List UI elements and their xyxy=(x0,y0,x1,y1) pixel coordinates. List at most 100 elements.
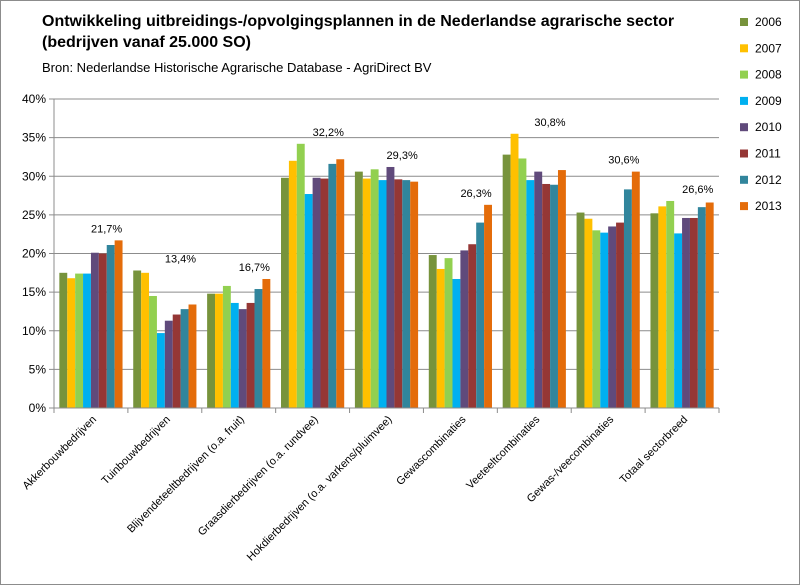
bar-2007 xyxy=(362,178,371,408)
bar-2008 xyxy=(75,273,84,408)
bar-2009 xyxy=(600,232,609,408)
bar-2010 xyxy=(386,166,395,408)
bar-2010 xyxy=(682,217,690,408)
legend-swatch-2006 xyxy=(740,18,748,26)
data-label: 29,3% xyxy=(387,150,418,162)
bar-2008 xyxy=(666,200,675,408)
bar-2006 xyxy=(650,213,659,408)
bar-2006 xyxy=(207,293,216,408)
data-label: 26,3% xyxy=(460,188,491,200)
legend-label-2011: 2011 xyxy=(755,147,781,161)
bar-2012 xyxy=(254,289,263,408)
bar-2013 xyxy=(188,304,197,408)
legend-swatch-2009 xyxy=(740,96,748,105)
bar-2009 xyxy=(674,233,683,408)
data-label: 21,7% xyxy=(91,223,122,235)
bar-2011 xyxy=(542,183,551,408)
bar-2011 xyxy=(468,244,477,408)
bar-2012 xyxy=(476,222,485,408)
legend-label-2008: 2008 xyxy=(755,68,782,82)
bar-2010 xyxy=(164,320,173,408)
bar-2010 xyxy=(90,252,99,408)
bar-2012 xyxy=(106,245,115,408)
legend-swatch-2012 xyxy=(740,175,748,184)
bar-2013 xyxy=(114,240,123,408)
x-category-label: Hokdierbedrijven (o.a. varkens/pluimvee) xyxy=(245,414,395,564)
bar-2010 xyxy=(460,250,469,408)
bar-2008 xyxy=(149,295,157,408)
y-tick-label: 15% xyxy=(22,285,46,299)
bar-2010 xyxy=(312,177,321,408)
bar-2006 xyxy=(576,212,585,408)
bar-2008 xyxy=(518,158,527,408)
bar-2010 xyxy=(238,309,247,408)
bar-2009 xyxy=(156,333,165,408)
legend-label-2007: 2007 xyxy=(755,41,782,55)
data-label: 16,7% xyxy=(239,262,270,274)
bar-2006 xyxy=(133,270,142,408)
legend-label-2006: 2006 xyxy=(755,15,782,29)
data-label: 30,6% xyxy=(608,155,639,167)
bar-2009 xyxy=(378,180,387,408)
bar-2008 xyxy=(296,143,305,409)
bar-2008 xyxy=(592,230,601,408)
bar-2007 xyxy=(141,272,150,408)
bar-2007 xyxy=(658,206,667,408)
bar-2009 xyxy=(526,180,535,408)
x-category-label: Akkerbouwbedrijven xyxy=(21,414,100,493)
legend-swatch-2010 xyxy=(740,123,748,132)
bar-2006 xyxy=(59,272,68,408)
legend-swatch-2013 xyxy=(740,202,748,211)
data-label: 30,8% xyxy=(534,117,565,129)
legend-label-2009: 2009 xyxy=(755,94,782,108)
bar-2012 xyxy=(697,207,706,408)
bar-2009 xyxy=(452,278,461,408)
bar-2008 xyxy=(222,285,231,408)
bar-2006 xyxy=(428,255,437,408)
y-tick-label: 5% xyxy=(29,362,47,376)
y-tick-label: 35% xyxy=(22,131,46,145)
chart-subtitle: Bron: Nederlandse Historische Agrarische… xyxy=(42,60,432,75)
bar-2013 xyxy=(262,278,271,408)
bar-2013 xyxy=(631,171,640,408)
x-category-label: Veeteeltcombinaties xyxy=(464,413,542,491)
bar-2011 xyxy=(246,302,255,408)
data-label: 26,6% xyxy=(682,184,713,196)
legend-swatch-2008 xyxy=(740,70,748,79)
bar-2010 xyxy=(534,171,543,408)
y-tick-label: 0% xyxy=(29,401,47,415)
bar-2012 xyxy=(623,189,632,408)
bar-2011 xyxy=(616,222,624,408)
data-label: 32,2% xyxy=(313,127,344,139)
legend-label-2013: 2013 xyxy=(755,199,782,213)
legend-swatch-2007 xyxy=(740,44,748,53)
x-category-label: Graasdierbedrijven (o.a. rundvee) xyxy=(196,414,321,539)
bar-2013 xyxy=(557,170,566,408)
bar-2010 xyxy=(608,226,617,408)
bar-2009 xyxy=(304,194,313,408)
bar-2007 xyxy=(510,133,519,408)
bar-2011 xyxy=(172,314,181,408)
bar-2006 xyxy=(354,171,363,408)
data-label: 13,4% xyxy=(165,254,196,266)
bar-2011 xyxy=(394,179,403,408)
bar-2013 xyxy=(336,159,345,408)
legend-label-2010: 2010 xyxy=(755,120,782,134)
bar-2012 xyxy=(550,184,558,408)
bar-2007 xyxy=(436,268,445,408)
bar-2011 xyxy=(320,178,329,408)
bar-2013 xyxy=(705,202,714,408)
bar-2008 xyxy=(444,258,453,408)
legend-swatch-2011 xyxy=(740,149,748,158)
bar-2007 xyxy=(67,278,76,408)
bar-2012 xyxy=(328,163,337,408)
bar-2007 xyxy=(215,293,223,408)
bar-2006 xyxy=(281,177,289,408)
y-tick-label: 20% xyxy=(22,247,46,261)
x-category-label: Blijvendeteeltbedrijven (o.a. fruit) xyxy=(125,414,247,536)
bar-2013 xyxy=(484,204,492,408)
chart-title-line1: Ontwikkeling uitbreidings-/opvolgingspla… xyxy=(42,13,675,30)
bar-2012 xyxy=(180,309,189,408)
y-tick-label: 10% xyxy=(22,324,46,338)
